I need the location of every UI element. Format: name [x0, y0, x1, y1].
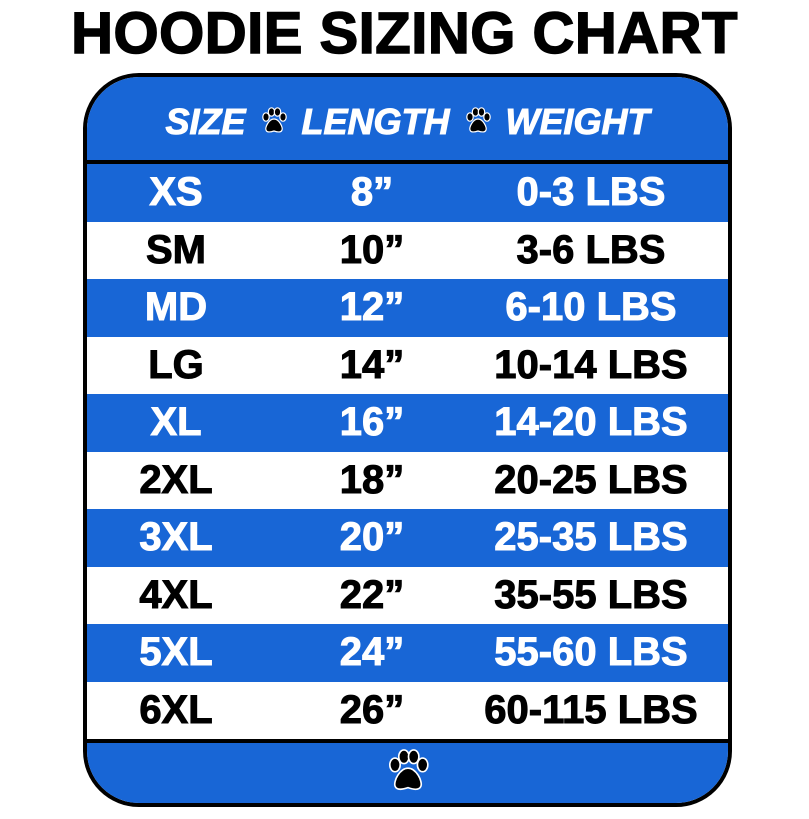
table-row: XL 16” 14-20 LBS	[87, 394, 728, 452]
size-cell: LG	[148, 342, 205, 387]
length-cell: 22”	[339, 572, 405, 617]
table-row: 2XL 18” 20-25 LBS	[87, 451, 728, 509]
size-cell: MD	[144, 285, 208, 330]
length-cell: 10”	[339, 227, 405, 272]
table-row: 5XL 24” 55-60 LBS	[87, 624, 728, 682]
length-cell: 14”	[339, 342, 405, 387]
table-row: 6XL 26” 60-115 LBS	[87, 681, 728, 739]
length-cell: 20”	[339, 515, 405, 560]
table-row: LG 14” 10-14 LBS	[87, 336, 728, 394]
table-row: SM 10” 3-6 LBS	[87, 221, 728, 279]
paw-icon	[261, 106, 287, 133]
page-title: HOODIE SIZING CHART	[70, 1, 738, 67]
length-cell: 12”	[339, 285, 405, 330]
size-cell: 5XL	[139, 630, 213, 675]
paw-icon	[465, 106, 491, 133]
size-cell: XL	[150, 400, 202, 445]
header-length: LENGTH	[301, 100, 450, 142]
weight-cell: 3-6 LBS	[516, 227, 666, 272]
length-cell: 26”	[339, 687, 405, 732]
length-cell: 8”	[350, 170, 394, 215]
header-size: SIZE	[165, 100, 246, 142]
weight-cell: 20-25 LBS	[494, 457, 688, 502]
size-cell: 2XL	[139, 457, 213, 502]
size-cell: 3XL	[139, 515, 213, 560]
weight-cell: 14-20 LBS	[494, 400, 688, 445]
weight-cell: 0-3 LBS	[516, 170, 666, 215]
table-row: 4XL 22” 35-55 LBS	[87, 566, 728, 624]
table-header: SIZE LENGTH WEIGHT	[87, 77, 728, 164]
table-footer	[87, 739, 728, 803]
weight-cell: 35-55 LBS	[494, 572, 688, 617]
size-cell: XS	[149, 170, 203, 215]
size-cell: 4XL	[139, 572, 213, 617]
size-cell: 6XL	[139, 687, 213, 732]
length-cell: 16”	[339, 400, 405, 445]
weight-cell: 6-10 LBS	[505, 285, 677, 330]
length-cell: 18”	[339, 457, 405, 502]
weight-cell: 25-35 LBS	[494, 515, 688, 560]
size-cell: SM	[146, 227, 207, 272]
table-row: XS 8” 0-3 LBS	[87, 164, 728, 222]
table-row: 3XL 20” 25-35 LBS	[87, 509, 728, 567]
sizing-table: SIZE LENGTH WEIGHT XS 8” 0-3 LBS SM 10” 3-6 L…	[83, 73, 732, 807]
weight-cell: 55-60 LBS	[494, 630, 688, 675]
paw-icon	[388, 749, 429, 791]
table-row: MD 12” 6-10 LBS	[87, 279, 728, 337]
header-weight: WEIGHT	[505, 100, 650, 142]
weight-cell: 60-115 LBS	[484, 687, 698, 732]
weight-cell: 10-14 LBS	[494, 342, 688, 387]
length-cell: 24”	[339, 630, 405, 675]
